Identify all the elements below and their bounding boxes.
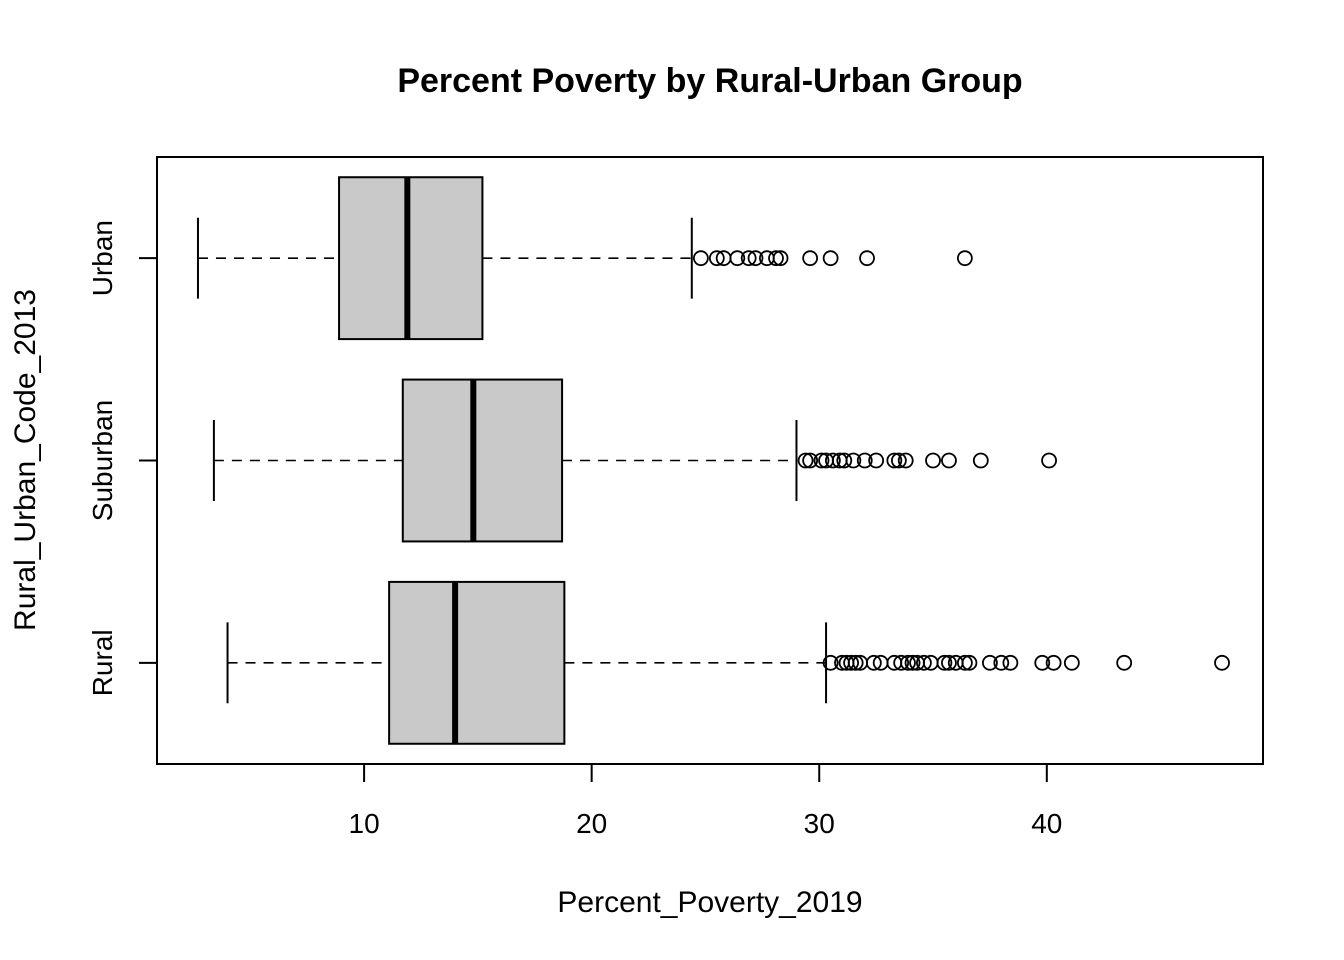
outlier-point bbox=[925, 452, 941, 469]
outlier-point bbox=[886, 452, 903, 469]
outlier-point bbox=[956, 654, 973, 671]
outlier-point bbox=[822, 654, 839, 671]
outlier-point bbox=[893, 654, 910, 671]
box-group-rural bbox=[226, 580, 1230, 745]
y-tick-label: Suburban bbox=[87, 400, 118, 521]
outlier-point bbox=[941, 452, 957, 469]
outlier-point bbox=[956, 250, 973, 267]
outlier-point bbox=[972, 452, 989, 469]
outlier-point bbox=[890, 452, 907, 469]
outlier-point bbox=[740, 250, 757, 267]
y-tick-label: Rural bbox=[87, 629, 118, 696]
outlier-point bbox=[836, 452, 853, 469]
outlier-point bbox=[859, 250, 875, 267]
outlier-point bbox=[802, 452, 819, 469]
outlier-point bbox=[941, 654, 957, 671]
outlier-point bbox=[1002, 654, 1019, 671]
outlier-point bbox=[843, 654, 859, 671]
outlier-point bbox=[847, 654, 864, 671]
outlier-point bbox=[772, 250, 789, 267]
outlier-point bbox=[916, 654, 932, 671]
box-iqr bbox=[338, 176, 484, 341]
outlier-point bbox=[961, 654, 978, 671]
box-iqr bbox=[388, 580, 566, 745]
outlier-point bbox=[813, 452, 830, 469]
outlier-point bbox=[822, 250, 839, 267]
y-tick-label: Urban bbox=[87, 220, 118, 296]
outlier-point bbox=[802, 250, 819, 267]
outlier-point bbox=[1063, 654, 1080, 671]
outlier-point bbox=[904, 654, 921, 671]
x-tick-label: 30 bbox=[804, 808, 835, 839]
outlier-point bbox=[768, 250, 784, 267]
x-tick-label: 10 bbox=[349, 808, 380, 839]
outlier-point bbox=[868, 452, 885, 469]
x-tick-label: 40 bbox=[1031, 808, 1062, 839]
outlier-point bbox=[1045, 654, 1062, 671]
outlier-point bbox=[845, 452, 862, 469]
outlier-point bbox=[797, 452, 814, 469]
box-group-suburban bbox=[212, 378, 1057, 543]
boxes-layer bbox=[196, 176, 1230, 745]
outlier-point bbox=[1041, 452, 1057, 469]
outlier-point bbox=[1214, 654, 1230, 671]
outlier-point bbox=[982, 654, 998, 671]
outlier-point bbox=[856, 452, 873, 469]
chart-title: Percent Poverty by Rural-Urban Group bbox=[397, 62, 1022, 100]
x-axis-label: Percent_Poverty_2019 bbox=[557, 886, 862, 919]
outlier-point bbox=[865, 654, 882, 671]
outlier-point bbox=[993, 654, 1010, 671]
outlier-point bbox=[1034, 654, 1051, 671]
outlier-point bbox=[708, 250, 725, 267]
outlier-point bbox=[747, 250, 764, 267]
outlier-point bbox=[900, 654, 916, 671]
y-axis: Rural Suburban Urban bbox=[87, 220, 157, 696]
outlier-point bbox=[729, 250, 746, 267]
box-iqr bbox=[401, 378, 564, 543]
x-tick-label: 20 bbox=[576, 808, 607, 839]
x-axis: 10 20 30 40 bbox=[349, 763, 1062, 839]
outlier-point bbox=[897, 452, 914, 469]
outlier-point bbox=[936, 654, 953, 671]
box-group-urban bbox=[196, 176, 973, 341]
outlier-point bbox=[692, 250, 709, 267]
outlier-point bbox=[1116, 654, 1133, 671]
outlier-point bbox=[824, 452, 841, 469]
y-axis-label: Rural_Urban_Code_2013 bbox=[9, 289, 42, 631]
